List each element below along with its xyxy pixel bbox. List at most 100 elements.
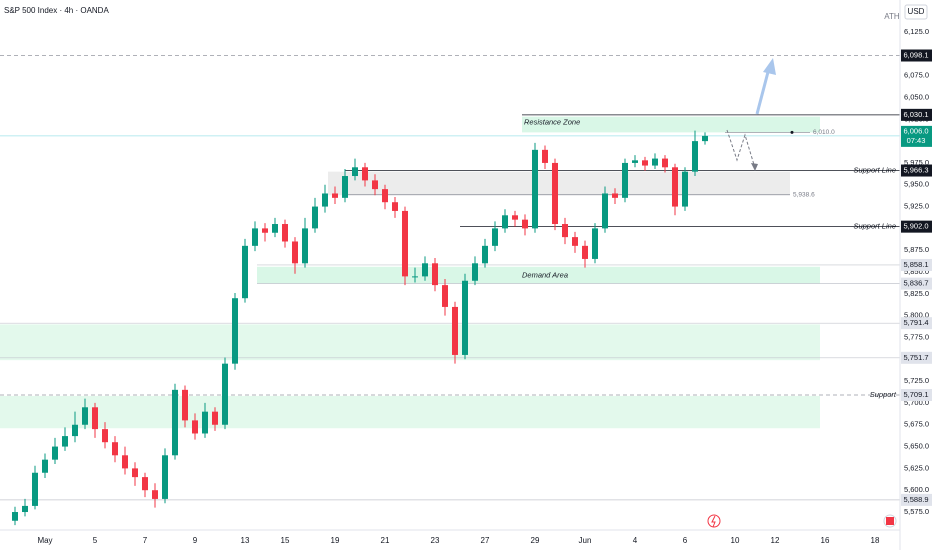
candle-body: [252, 228, 258, 246]
x-tick-label: 4: [633, 536, 638, 545]
y-tick-label: 5,650.0: [904, 442, 929, 451]
candle-body: [192, 420, 198, 434]
current-price-label: 6,006.0: [903, 126, 928, 135]
event-icon[interactable]: [707, 514, 721, 528]
candle-body: [462, 280, 468, 355]
currency: USD: [908, 7, 925, 16]
ath-label: ATH: [884, 12, 900, 21]
x-tick-label: 12: [771, 536, 780, 545]
event-icon-bolt: [711, 515, 716, 528]
countdown: 07:43: [907, 136, 926, 145]
y-tick-label: 6,075.0: [904, 71, 929, 80]
candle-body: [452, 306, 458, 355]
y-tick-label: 5,775.0: [904, 332, 929, 341]
price-label-box: [901, 388, 932, 401]
price-axis: 6,125.06,100.06,075.06,050.06,025.06,000…: [901, 27, 932, 516]
price-label: 5,791.4: [903, 318, 928, 327]
candle-body: [72, 424, 78, 437]
zone: [257, 266, 820, 284]
y-tick-label: 5,625.0: [904, 463, 929, 472]
candle-body: [392, 202, 398, 211]
price-label: 5,751.7: [903, 353, 928, 362]
candle-body: [522, 219, 528, 229]
candle-body: [662, 158, 668, 168]
level-note: Support Line: [853, 166, 896, 175]
levels: 6,010.0 5,938.6 Support Line Support Line Su…: [0, 55, 900, 501]
candle-body: [152, 490, 158, 499]
chart-title: S&P 500 Index · 4h · OANDA: [4, 6, 109, 15]
x-tick-label: 7: [143, 536, 148, 545]
y-tick-label: 5,725.0: [904, 376, 929, 385]
candle-body: [12, 512, 18, 521]
candle-body: [672, 167, 678, 207]
x-tick-label: 6: [683, 536, 688, 545]
candle-body: [242, 245, 248, 299]
candle-body: [632, 160, 638, 163]
price-label-box: [901, 108, 932, 121]
price-label: 6,098.1: [903, 50, 928, 59]
price-line-label: 6,010.0: [813, 129, 835, 136]
x-tick-label: 23: [431, 536, 440, 545]
candle-body: [642, 160, 648, 166]
candle-body: [432, 263, 438, 286]
candle-body: [302, 228, 308, 264]
candle-body: [542, 149, 548, 163]
currency-box[interactable]: [904, 4, 928, 20]
zone: [0, 395, 820, 429]
zone-label: Demand Area: [522, 270, 568, 279]
candle-body: [172, 389, 178, 456]
y-tick-label: 5,700.0: [904, 398, 929, 407]
candle-body: [532, 149, 538, 229]
candle-body: [82, 407, 88, 425]
y-tick-label: 5,975.0: [904, 158, 929, 167]
y-tick-label: 5,925.0: [904, 202, 929, 211]
candle-body: [132, 468, 138, 478]
y-tick-label: 6,125.0: [904, 27, 929, 36]
zone: [522, 116, 820, 133]
level-note: Support Line: [853, 222, 896, 231]
candle-body: [422, 263, 428, 277]
x-tick-label: 5: [93, 536, 98, 545]
x-tick-label: 18: [871, 536, 880, 545]
current-price-box: [901, 125, 932, 147]
candle-body: [472, 263, 478, 281]
candle-body: [182, 389, 188, 421]
y-tick-label: 5,600.0: [904, 485, 929, 494]
price-label: 5,709.1: [903, 390, 928, 399]
zones: Resistance Zone Demand Area: [0, 116, 820, 429]
price-label: 6,030.1: [903, 110, 928, 119]
candle-body: [572, 237, 578, 246]
candle-body: [552, 162, 558, 225]
candle-body: [602, 193, 608, 229]
candle-body: [232, 298, 238, 364]
candle-body: [562, 224, 568, 238]
candle-body: [62, 436, 68, 447]
candle-body: [332, 193, 338, 198]
candle-body: [582, 245, 588, 259]
y-tick-label: 5,850.0: [904, 267, 929, 276]
x-tick-label: 15: [281, 536, 290, 545]
price-label: 5,858.1: [903, 260, 928, 269]
candle-body: [502, 215, 508, 229]
price-label-box: [901, 220, 932, 233]
x-tick-label: 21: [381, 536, 390, 545]
candle-body: [702, 135, 708, 142]
price-line-dot: [790, 130, 794, 134]
candle-body: [112, 442, 118, 456]
candle-body: [492, 228, 498, 246]
candle-body: [222, 363, 228, 425]
price-label-box: [901, 277, 932, 290]
y-tick-label: 6,050.0: [904, 92, 929, 101]
y-tick-label: 5,800.0: [904, 311, 929, 320]
price-label-box: [901, 49, 932, 62]
price-label: 5,902.0: [903, 222, 928, 231]
y-tick-label: 5,950.0: [904, 180, 929, 189]
x-tick-label: 27: [481, 536, 490, 545]
candle-body: [512, 215, 518, 220]
y-tick-label: 5,575.0: [904, 507, 929, 516]
candle-body: [622, 162, 628, 198]
candles: [12, 130, 708, 526]
candle-body: [162, 455, 168, 499]
candle-body: [402, 210, 408, 277]
